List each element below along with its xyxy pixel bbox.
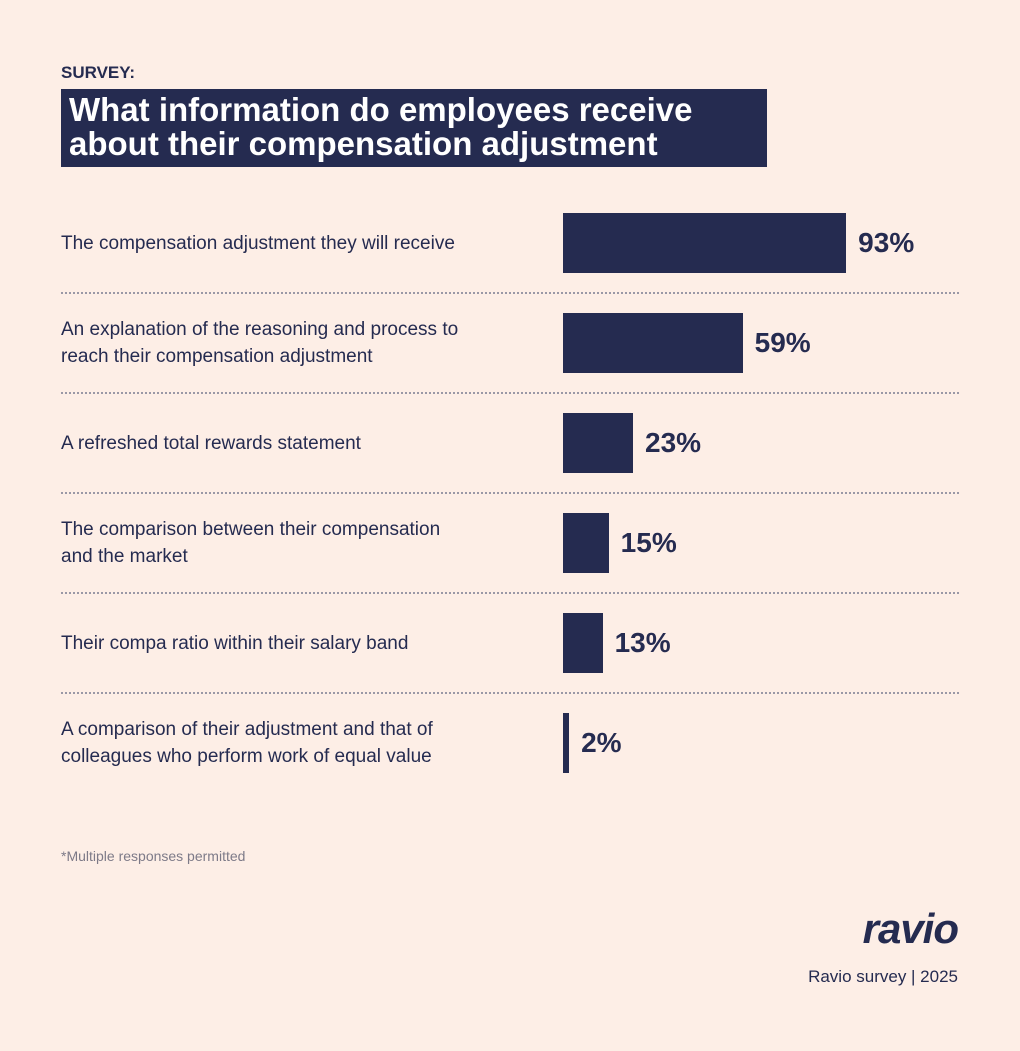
- category-label: The compensation adjustment they will re…: [61, 232, 455, 254]
- category-label: The comparison between their compensatio…: [61, 519, 441, 567]
- value-label: 13%: [614, 627, 671, 658]
- category-label: An explanation of the reasoning and proc…: [61, 319, 459, 367]
- bar: [563, 613, 603, 673]
- bar-cell: 13%: [563, 613, 671, 673]
- value-label: 15%: [620, 527, 677, 558]
- bar-cell: 15%: [563, 513, 677, 573]
- value-label: 59%: [754, 327, 811, 358]
- bar: [563, 713, 570, 773]
- row: An explanation of the reasoning and proc…: [61, 294, 959, 394]
- logo: ravio: [862, 905, 959, 952]
- category-label: Their compa ratio within their salary ba…: [61, 632, 409, 654]
- category-label: A comparison of their adjustment and tha…: [61, 719, 433, 767]
- row: A refreshed total rewards statement 23%: [61, 394, 959, 494]
- row: Their compa ratio within their salary ba…: [61, 594, 959, 694]
- kicker: SURVEY:: [61, 63, 136, 82]
- bar: [563, 413, 634, 473]
- bar-cell: 2%: [563, 713, 622, 773]
- bar-cell: 59%: [563, 313, 811, 373]
- footnote: *Multiple responses permitted: [61, 848, 246, 864]
- row: A comparison of their adjustment and tha…: [61, 694, 959, 792]
- value-label: 23%: [645, 427, 702, 458]
- category-label: A refreshed total rewards statement: [61, 432, 361, 454]
- value-label: 93%: [858, 227, 915, 258]
- bar: [563, 313, 743, 373]
- bar: [563, 513, 609, 573]
- row: The comparison between their compensatio…: [61, 494, 959, 594]
- bar-cell: 23%: [563, 413, 701, 473]
- value-label: 2%: [581, 727, 622, 758]
- bar-cell: 93%: [563, 213, 914, 273]
- bar: [563, 213, 847, 273]
- title: What information do employees receive ab…: [61, 89, 767, 167]
- chart: The compensation adjustment they will re…: [61, 194, 959, 792]
- source: Ravio survey | 2025: [808, 967, 958, 986]
- row: The compensation adjustment they will re…: [61, 194, 959, 294]
